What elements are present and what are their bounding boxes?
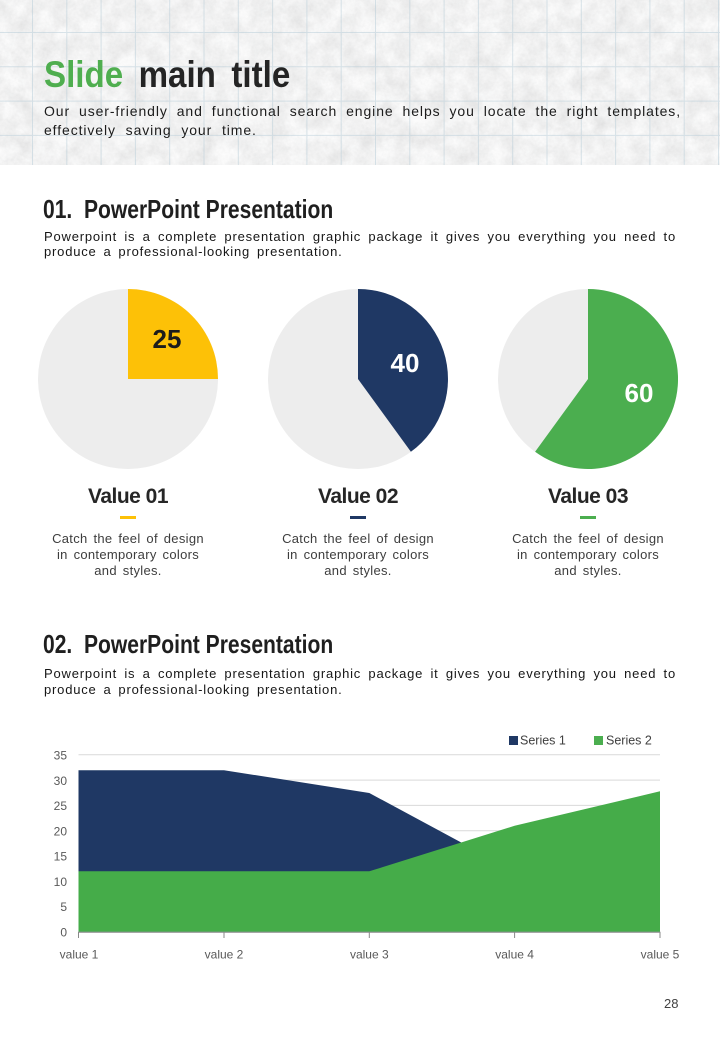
svg-text:value 2: value 2 bbox=[205, 948, 244, 962]
svg-text:value 1: value 1 bbox=[60, 948, 99, 962]
svg-text:value 5: value 5 bbox=[641, 948, 680, 962]
svg-text:20: 20 bbox=[54, 824, 68, 838]
svg-text:Series 2: Series 2 bbox=[606, 734, 652, 748]
svg-text:35: 35 bbox=[54, 749, 68, 763]
svg-text:Series 1: Series 1 bbox=[520, 734, 566, 748]
svg-text:value 4: value 4 bbox=[495, 948, 534, 962]
svg-text:10: 10 bbox=[54, 875, 68, 889]
svg-text:5: 5 bbox=[60, 900, 67, 914]
svg-text:30: 30 bbox=[54, 774, 68, 788]
svg-text:value 3: value 3 bbox=[350, 948, 389, 962]
svg-text:0: 0 bbox=[60, 926, 67, 940]
svg-text:15: 15 bbox=[54, 850, 68, 864]
svg-text:25: 25 bbox=[54, 799, 68, 813]
